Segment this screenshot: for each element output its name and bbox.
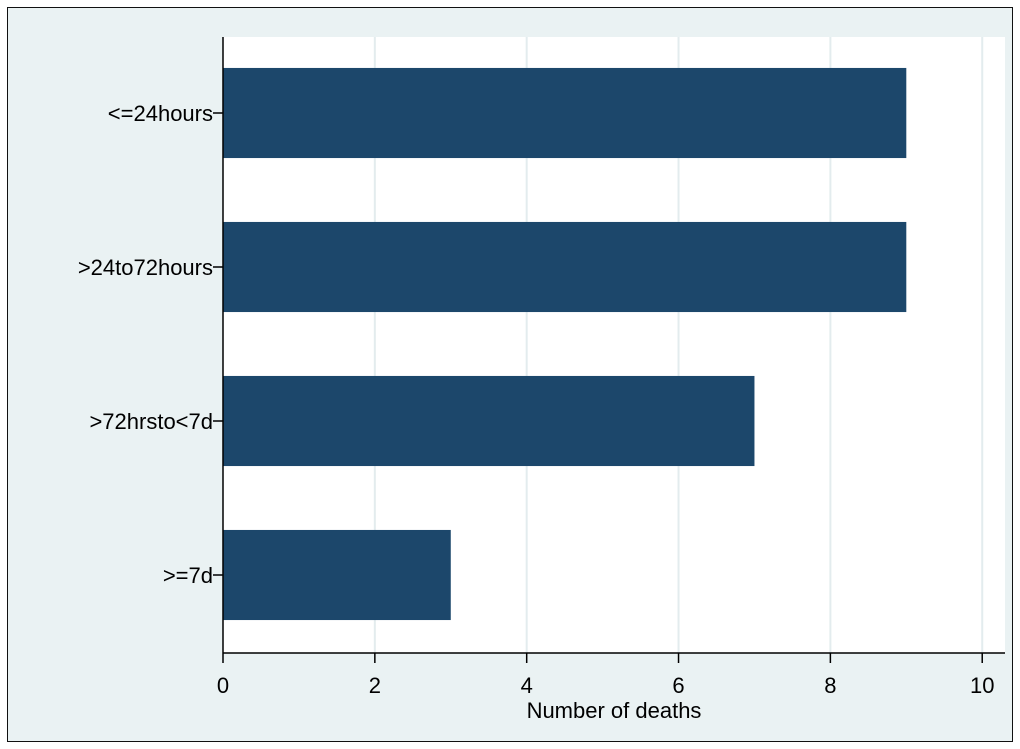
y-category-label: >72hrsto<7d xyxy=(89,409,213,434)
y-category-label: >24to72hours xyxy=(78,255,213,280)
x-tick-label: 4 xyxy=(521,673,533,698)
x-tick-label: 0 xyxy=(217,673,229,698)
bar xyxy=(223,67,907,159)
y-category-label: <=24hours xyxy=(108,101,213,126)
x-tick-label: 10 xyxy=(970,673,994,698)
x-tick-label: 2 xyxy=(369,673,381,698)
x-axis-title: Number of deaths xyxy=(527,698,702,723)
bar xyxy=(223,221,907,313)
bars xyxy=(223,67,907,621)
x-axis-ticks: 0 2 4 6 8 10 xyxy=(217,653,994,698)
x-tick-label: 6 xyxy=(672,673,684,698)
bar xyxy=(223,375,755,467)
y-axis-labels: <=24hours >24to72hours >72hrsto<7d >=7d xyxy=(78,101,223,588)
x-tick-label: 8 xyxy=(824,673,836,698)
bar xyxy=(223,529,451,621)
y-category-label: >=7d xyxy=(163,563,213,588)
